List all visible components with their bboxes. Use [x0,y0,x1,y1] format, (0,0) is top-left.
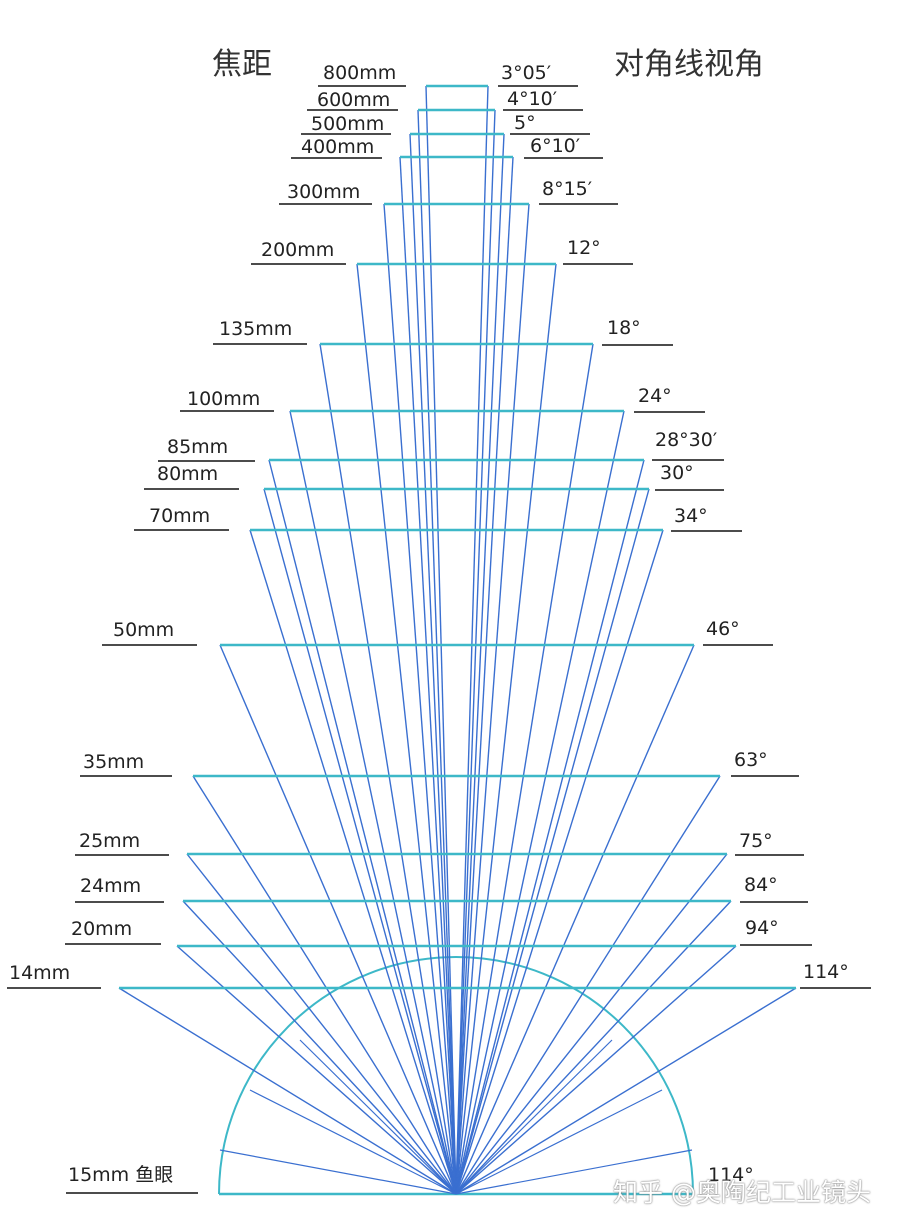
ray-right [455,488,650,1195]
fisheye-ray [249,1089,457,1195]
focal-label: 600mm [317,89,391,111]
focal-label: 500mm [311,113,385,135]
ray-right [455,644,695,1195]
focal-label: 20mm [71,918,133,940]
ray-left [417,109,457,1195]
ray-right [455,900,732,1195]
ray-right [455,263,557,1195]
angle-label: 94° [745,917,779,939]
ray-right [455,203,530,1195]
angle-label: 4°10′ [507,88,558,110]
focal-label: 300mm [287,181,361,203]
fisheye-ray [455,1089,663,1195]
focal-label: 200mm [261,239,335,261]
angle-label: 6°10′ [530,135,581,157]
angle-label: 63° [734,749,768,771]
ray-left [219,644,457,1195]
ray-left [409,133,457,1195]
ray-right [455,133,505,1195]
ray-right [455,987,797,1195]
ray-right [455,156,514,1195]
angle-label: 8°15′ [542,178,593,200]
fisheye-arc [218,956,694,1195]
ray-right [455,85,489,1195]
ray-left [383,203,457,1195]
angle-label: 75° [739,830,773,852]
focal-label: 80mm [157,463,219,485]
angle-label: 114° [803,961,849,983]
focal-label: 70mm [149,505,211,527]
ray-left [182,900,457,1195]
focal-label: 800mm [323,62,397,84]
ray-left [399,156,457,1195]
fisheye-semicircle-group [66,956,694,1196]
fisheye-ray [219,1149,457,1195]
ray-right [455,459,645,1195]
ray-left [319,343,457,1195]
focal-label: 400mm [301,136,375,158]
ray-right [455,853,728,1195]
angle-label: 12° [567,237,601,259]
focal-label: 100mm [187,388,261,410]
fisheye-angle-label: 114° [708,1164,754,1186]
angle-label: 28°30′ [655,429,718,451]
angle-label: 84° [744,874,778,896]
ray-right [455,945,737,1195]
ray-left [249,529,457,1195]
focal-length-header: 焦距 [212,47,272,82]
focal-label: 35mm [83,751,145,773]
ray-left [118,987,457,1195]
ray-left [289,410,457,1195]
ray-left [268,459,457,1195]
fisheye-focal-label: 15mm 鱼眼 [68,1164,174,1186]
ray-left [356,263,457,1195]
ray-left [263,488,457,1195]
focal-label: 14mm [9,962,71,984]
ray-left [425,85,457,1195]
angle-label: 46° [706,618,740,640]
focal-label: 25mm [79,830,141,852]
label-underlines [7,85,871,989]
angle-label: 18° [607,317,641,339]
frame-lines [119,84,796,990]
angle-label: 3°05′ [501,62,552,84]
angle-label: 24° [638,385,672,407]
watermark: 知乎 @奥陶纪工业镜头 [613,1178,871,1207]
fisheye-ray [455,1039,613,1195]
fisheye-ray [299,1039,457,1195]
angle-label: 5° [514,112,536,134]
focal-label: 24mm [80,875,142,897]
ray-left [186,853,457,1195]
angle-label: 30° [660,462,694,484]
focal-label: 50mm [113,619,175,641]
ray-lines [118,85,797,1195]
ray-left [176,945,457,1195]
ray-left [192,775,457,1195]
ray-right [455,109,496,1195]
ray-right [455,775,721,1195]
fisheye-ray [455,1149,693,1195]
ray-right [455,343,594,1195]
angle-label: 34° [674,505,708,527]
focal-label: 85mm [167,436,229,458]
ray-right [455,410,625,1195]
ray-right [455,529,664,1195]
diagonal-angle-header: 对角线视角 [614,47,764,82]
focal-label: 135mm [219,318,293,340]
